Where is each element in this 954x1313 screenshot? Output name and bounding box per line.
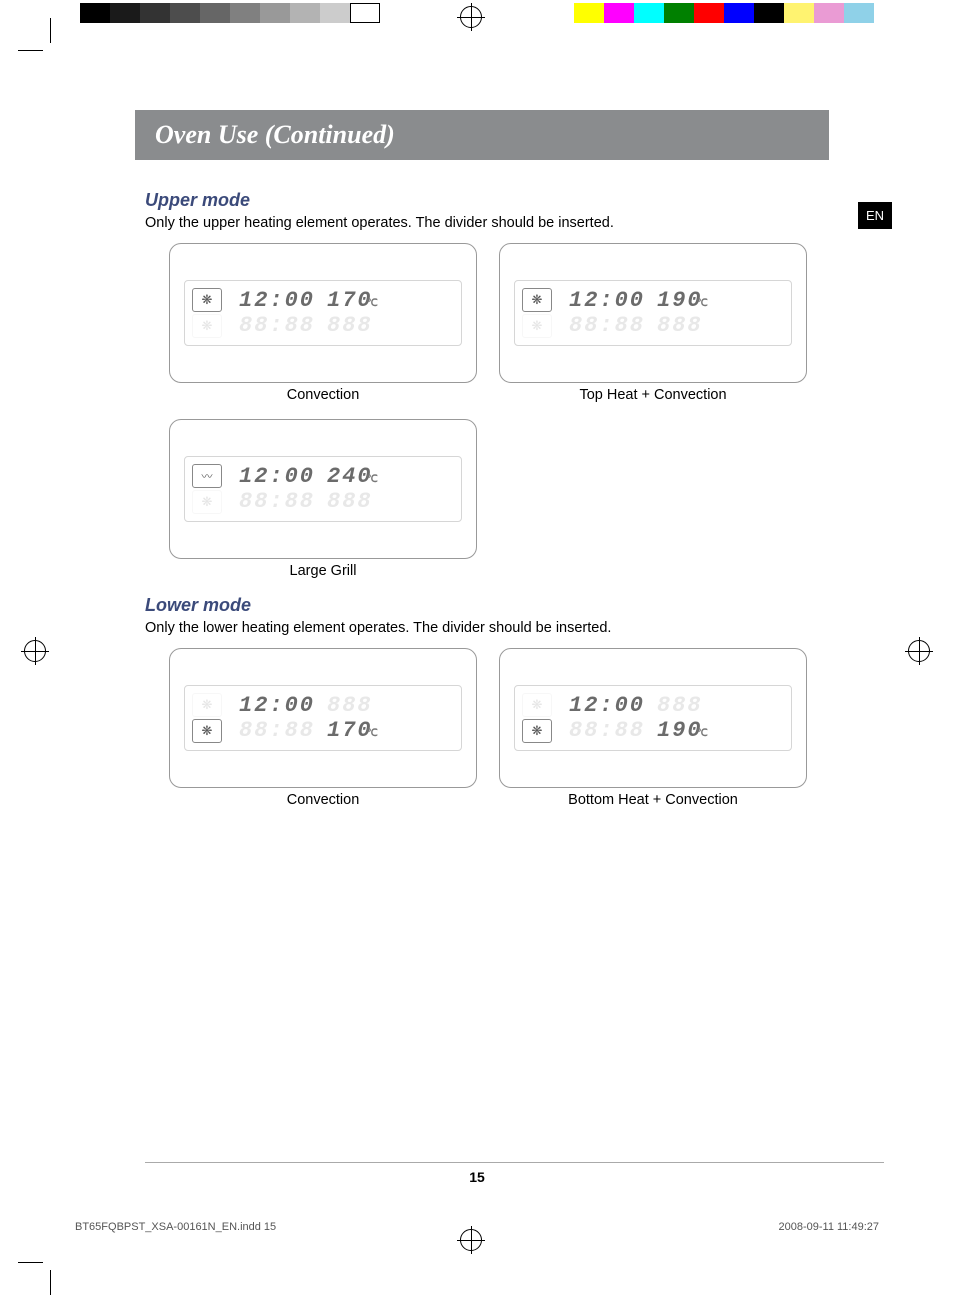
temp-display: 190	[657, 288, 703, 313]
temp-unit: ℃	[367, 299, 378, 310]
temp-display: 170	[327, 288, 373, 313]
panel-caption: Bottom Heat + Convection	[499, 792, 807, 808]
section-header: Oven Use (Continued)	[135, 110, 829, 160]
display-panel-upper-grill: 12:00 240℃ 88:88 888	[169, 419, 477, 559]
display-panel-upper-convection: 12:00 170℃ 88:88 888	[169, 243, 477, 383]
fan-icon	[522, 693, 552, 717]
upper-mode-title: Upper mode	[145, 190, 829, 211]
temp-unit: ℃	[367, 475, 378, 486]
registration-mark-icon	[460, 1229, 482, 1251]
ghost-temp: 888	[327, 489, 373, 514]
ghost-temp: 888	[327, 693, 373, 718]
time-display: 12:00	[239, 288, 315, 313]
panel-caption: Top Heat + Convection	[499, 387, 807, 403]
registration-mark-icon	[908, 640, 930, 662]
lower-mode-title: Lower mode	[145, 595, 829, 616]
registration-mark-icon	[460, 6, 482, 28]
panel-caption: Convection	[169, 792, 477, 808]
fan-icon	[192, 693, 222, 717]
fan-icon	[522, 288, 552, 312]
fan-icon	[192, 719, 222, 743]
footer-timestamp: 2008-09-11 11:49:27	[778, 1221, 879, 1233]
upper-mode-desc: Only the upper heating element operates.…	[145, 215, 829, 231]
temp-unit: ℃	[697, 729, 708, 740]
temp-display: 170	[327, 718, 373, 743]
language-tab: EN	[858, 202, 892, 229]
grayscale-bar	[80, 3, 380, 23]
ghost-temp: 888	[327, 313, 373, 338]
lower-mode-desc: Only the lower heating element operates.…	[145, 620, 829, 636]
display-panel-upper-topheat: 12:00 190℃ 88:88 888	[499, 243, 807, 383]
time-display: 12:00	[239, 693, 315, 718]
display-panel-lower-bottomheat: 12:00 888 88:88 190℃	[499, 648, 807, 788]
temp-display: 190	[657, 718, 703, 743]
time-display: 12:00	[569, 288, 645, 313]
ghost-time: 88:88	[239, 313, 315, 338]
bottom-heat-fan-icon	[522, 719, 552, 743]
page-number: 15	[0, 1169, 954, 1185]
fan-icon	[192, 490, 222, 514]
fan-icon	[522, 314, 552, 338]
temp-display: 240	[327, 464, 373, 489]
temp-unit: ℃	[697, 299, 708, 310]
fan-icon	[192, 288, 222, 312]
registration-mark-icon	[24, 640, 46, 662]
time-display: 12:00	[569, 693, 645, 718]
time-display: 12:00	[239, 464, 315, 489]
ghost-time: 88:88	[239, 489, 315, 514]
footer-filename: BT65FQBPST_XSA-00161N_EN.indd 15	[75, 1221, 276, 1233]
panel-caption: Large Grill	[169, 563, 477, 579]
ghost-temp: 888	[657, 313, 703, 338]
color-bar	[574, 3, 874, 23]
panel-caption: Convection	[169, 387, 477, 403]
section-header-title: Oven Use (Continued)	[155, 120, 395, 149]
fan-icon	[192, 314, 222, 338]
footer-rule	[145, 1162, 884, 1163]
ghost-time: 88:88	[569, 718, 645, 743]
grill-icon	[192, 464, 222, 488]
temp-unit: ℃	[367, 729, 378, 740]
display-panel-lower-convection: 12:00 888 88:88 170℃	[169, 648, 477, 788]
ghost-time: 88:88	[569, 313, 645, 338]
ghost-temp: 888	[657, 693, 703, 718]
ghost-time: 88:88	[239, 718, 315, 743]
